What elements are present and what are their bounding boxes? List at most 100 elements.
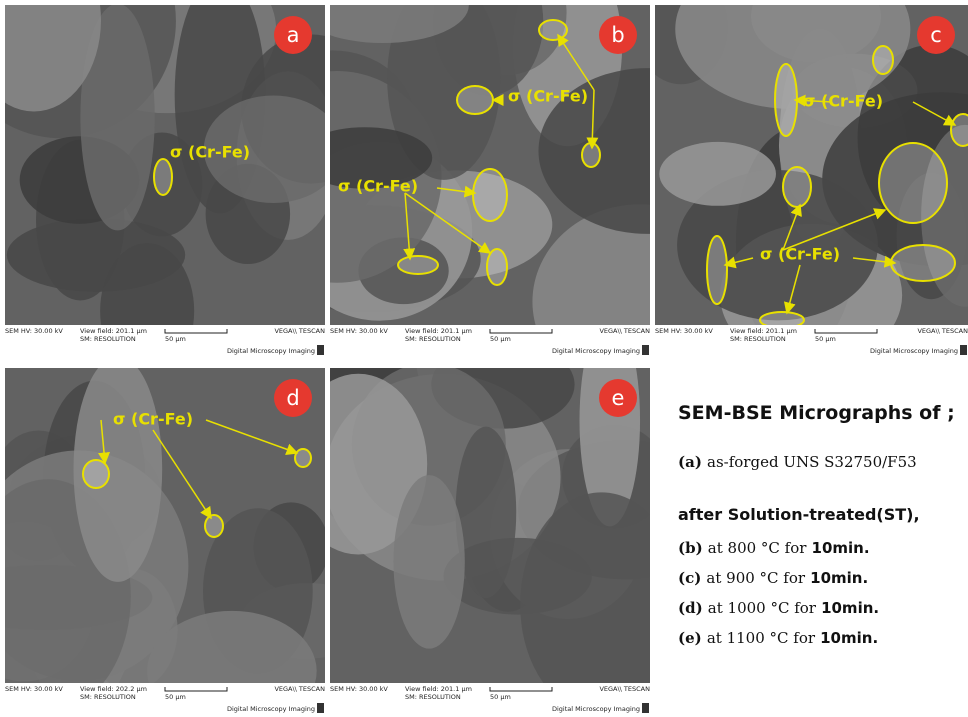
annotation-label: σ (Cr-Fe) [338, 177, 418, 196]
footer-mode: SM: RESOLUTION [730, 335, 786, 343]
sigma-phase-ring [295, 449, 311, 467]
footer-mode: SM: RESOLUTION [80, 693, 136, 701]
footer-view-field: View field: 202.2 μm [80, 685, 147, 693]
footer-view-field: View field: 201.1 μm [405, 685, 472, 693]
sigma-phase-ring [873, 46, 893, 74]
footer-mode: SM: RESOLUTION [405, 335, 461, 343]
footer-imaging: Digital Microscopy Imaging [552, 347, 640, 355]
sigma-phase-ring [775, 64, 797, 136]
panel: σ (Cr-Fe) a SEM HV: 30.00 kV View field: 20… [0, 0, 380, 379]
item-duration: 10min. [821, 599, 879, 617]
footer-brand: VEGA\\ TESCAN [274, 327, 325, 335]
item-text: at 900 °C for [706, 569, 805, 587]
footer-brand: VEGA\\ TESCAN [274, 685, 325, 693]
footer-scale: 50 μm [490, 693, 511, 701]
footer-imaging: Digital Microscopy Imaging [227, 347, 315, 355]
sigma-phase-ring [205, 515, 223, 537]
sigma-phase-ring [539, 20, 567, 40]
footer-hv: SEM HV: 30.00 kV [655, 327, 713, 335]
scale-bar [165, 329, 227, 333]
footer-imaging: Digital Microscopy Imaging [870, 347, 958, 355]
annotation-label: σ (Cr-Fe) [760, 245, 840, 264]
footer-view-field: View field: 201.1 μm [730, 327, 797, 335]
grain [659, 142, 776, 206]
caption-subtitle: after Solution-treated(ST), [678, 505, 920, 524]
panel-label: c [930, 23, 942, 47]
sigma-phase-ring [891, 245, 955, 281]
item-letter: (e) [678, 629, 702, 647]
footer-mode: SM: RESOLUTION [80, 335, 136, 343]
panel-label: a [287, 23, 300, 47]
figure: σ (Cr-Fe) a SEM HV: 30.00 kV View field: 20… [0, 0, 968, 717]
item-letter: (b) [678, 539, 703, 557]
panel-label: b [611, 23, 624, 47]
footer-scale: 50 μm [815, 335, 836, 343]
footer-hv: SEM HV: 30.00 kV [330, 327, 388, 335]
footer-hv: SEM HV: 30.00 kV [330, 685, 388, 693]
sigma-phase-ring [707, 236, 727, 304]
footer-view-field: View field: 201.1 μm [405, 327, 472, 335]
footer-scale: 50 μm [490, 335, 511, 343]
sigma-phase-ring [154, 159, 172, 195]
item-text: at 800 °C for [708, 539, 807, 557]
annotation-label: σ (Cr-Fe) [170, 143, 250, 162]
annotation-label: σ (Cr-Fe) [508, 87, 588, 106]
annotation-label: σ (Cr-Fe) [113, 410, 193, 429]
sigma-phase-ring [487, 249, 507, 285]
caption-item: (c) at 900 °C for 10min. [678, 568, 868, 587]
sigma-phase-ring [473, 169, 507, 221]
footer-brand: VEGA\\ TESCAN [599, 327, 650, 335]
item-duration: 10min. [810, 569, 868, 587]
footer-logo [317, 703, 324, 713]
item-text: at 1000 °C for [708, 599, 816, 617]
micrograph: σ (Cr-Fe) a [0, 0, 380, 379]
item-duration: 10min. [812, 539, 870, 557]
micrograph: σ (Cr-Fe) d [0, 356, 375, 717]
scale-bar [165, 687, 227, 691]
footer-imaging: Digital Microscopy Imaging [552, 705, 640, 713]
scale-bar [815, 329, 877, 333]
panel-label: e [612, 386, 625, 410]
footer-mode: SM: RESOLUTION [405, 693, 461, 701]
scale-bar [490, 329, 552, 333]
footer-view-field: View field: 201.1 μm [80, 327, 147, 335]
footer-logo [642, 345, 649, 355]
footer-logo [642, 703, 649, 713]
sigma-phase-ring [879, 143, 947, 223]
item-text: as-forged UNS S32750/F53 [707, 453, 917, 471]
grain [393, 475, 464, 648]
grain [456, 427, 517, 599]
caption-item: (a) as-forged UNS S32750/F53 [678, 452, 917, 471]
item-letter: (d) [678, 599, 703, 617]
caption-item: (b) at 800 °C for 10min. [678, 538, 870, 557]
sigma-phase-ring [457, 86, 493, 114]
sigma-phase-ring [760, 312, 804, 328]
item-text: at 1100 °C for [707, 629, 815, 647]
panel: σ (Cr-Fe) d SEM HV: 30.00 kV View field: 20… [0, 356, 375, 717]
scale-bar [490, 687, 552, 691]
footer-brand: VEGA\\ TESCAN [917, 327, 968, 335]
footer-hv: SEM HV: 30.00 kV [5, 327, 63, 335]
grain [520, 492, 683, 716]
sigma-phase-ring [783, 167, 811, 207]
sigma-phase-ring [398, 256, 438, 274]
panel: σ (Cr-Fe) σ (Cr-Fe) c SEM HV: 30.00 kV View … [634, 0, 968, 366]
footer-logo [960, 345, 967, 355]
footer-scale: 50 μm [165, 335, 186, 343]
sigma-phase-ring [951, 114, 968, 146]
footer-logo [317, 345, 324, 355]
footer-brand: VEGA\\ TESCAN [599, 685, 650, 693]
footer-imaging: Digital Microscopy Imaging [227, 705, 315, 713]
footer-hv: SEM HV: 30.00 kV [5, 685, 63, 693]
caption-item: (e) at 1100 °C for 10min. [678, 628, 878, 647]
item-letter: (c) [678, 569, 701, 587]
caption-title: SEM-BSE Micrographs of ; [678, 402, 955, 424]
panel: eSEM HV: 30.00 kVView field: 201.1 μmSM:… [289, 300, 733, 717]
item-duration: 10min. [820, 629, 878, 647]
panel-label: d [286, 386, 299, 410]
sigma-phase-ring [83, 460, 109, 488]
micrograph: σ (Cr-Fe) σ (Cr-Fe) c [634, 0, 968, 366]
annotation-label: σ (Cr-Fe) [803, 92, 883, 111]
grain [100, 243, 194, 378]
sigma-phase-ring [582, 143, 600, 167]
